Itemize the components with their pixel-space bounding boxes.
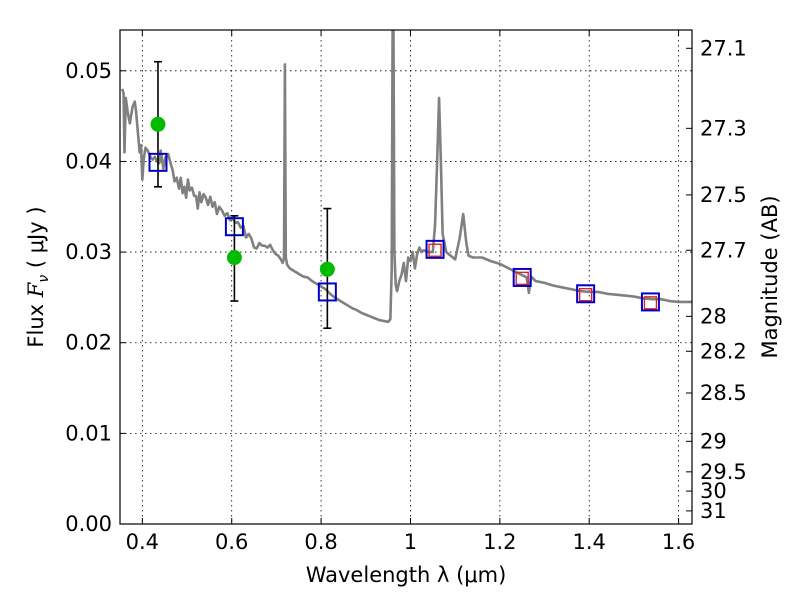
axis-ticks: 0.4 0.6 0.8 1 1.2 1.4 1.6 0.00 0.01 0.02 0.03 0.04 0… xyxy=(65,30,747,554)
model-band-square xyxy=(425,239,445,259)
model-band-square xyxy=(576,284,596,304)
observed-flux-point xyxy=(150,116,166,132)
y-axis-label: Flux Fν ( μJy ) xyxy=(24,206,52,347)
y-axis-label-subscript: ν xyxy=(36,275,52,283)
plot-area xyxy=(120,30,692,330)
x-tick-label: 0.6 xyxy=(215,530,248,554)
model-band-square xyxy=(640,292,660,312)
y2-axis-label: Magnitude (AB) xyxy=(758,195,782,358)
y2-tick-label: 31 xyxy=(700,499,727,523)
y2-tick-label: 29 xyxy=(700,429,727,453)
y-axis-label-unit: ( μJy ) xyxy=(24,206,48,274)
y2-tick-label: 29.5 xyxy=(700,460,747,484)
y2-tick-label: 28.5 xyxy=(700,381,747,405)
y2-tick-label: 27.1 xyxy=(700,36,747,60)
red-marker xyxy=(578,287,593,302)
model-band-square xyxy=(148,152,168,172)
y-axis-label-text: Flux xyxy=(24,297,48,347)
x-tick-label: 1.4 xyxy=(573,530,606,554)
red-marker xyxy=(515,271,529,286)
x-tick-label: 0.4 xyxy=(126,530,159,554)
model-sed-line xyxy=(120,30,692,324)
model-band-square xyxy=(512,267,532,287)
y-tick-label: 0.05 xyxy=(65,59,112,83)
y2-tick-label: 27.5 xyxy=(700,183,747,207)
y-tick-label: 0.01 xyxy=(65,421,112,445)
x-tick-label: 1 xyxy=(404,530,417,554)
y-tick-label: 0.03 xyxy=(65,240,112,264)
observed-flux-point xyxy=(226,250,242,266)
model-band-square xyxy=(224,217,244,237)
y-tick-label: 0.00 xyxy=(65,512,112,536)
plot-frame xyxy=(119,29,693,525)
red-marker xyxy=(428,243,442,257)
x-tick-label: 1.6 xyxy=(662,530,695,554)
y2-tick-label: 27.7 xyxy=(700,238,747,262)
y-tick-label: 0.04 xyxy=(65,149,112,173)
y-tick-label: 0.02 xyxy=(65,331,112,355)
x-tick-label: 0.8 xyxy=(304,530,337,554)
observed-flux-point xyxy=(319,261,335,277)
y-axis-label-symbol: F xyxy=(24,281,48,298)
y2-tick-label: 27.3 xyxy=(700,116,747,140)
y2-tick-label: 30 xyxy=(700,479,727,503)
y2-tick-label: 28 xyxy=(700,304,727,328)
x-axis-label: Wavelength λ (μm) xyxy=(306,563,507,587)
red-marker xyxy=(643,296,658,310)
y2-tick-label: 28.2 xyxy=(700,339,747,363)
x-tick-label: 1.2 xyxy=(483,530,516,554)
model-band-square xyxy=(317,282,337,302)
